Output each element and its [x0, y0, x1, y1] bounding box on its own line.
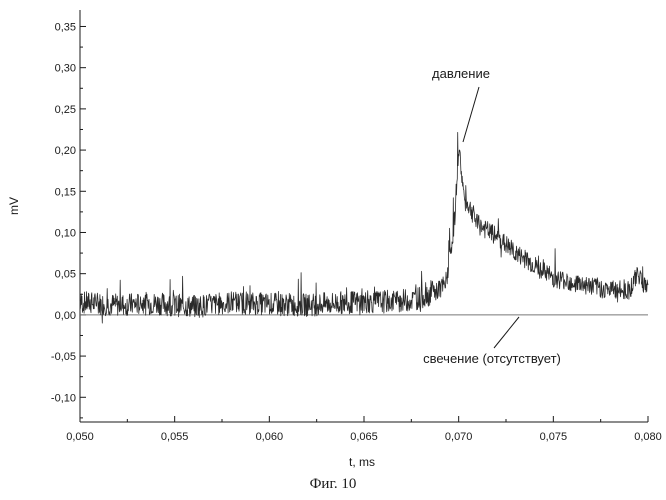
y-tick-label: 0,05: [55, 269, 76, 281]
y-tick-label: 0,20: [55, 145, 76, 157]
figure-caption: Фиг. 10: [0, 476, 666, 493]
y-axis-title: mV: [7, 197, 21, 215]
x-tick-label: 0,080: [634, 431, 662, 443]
annotation-pressure-pointer: [463, 87, 479, 142]
x-tick-label: 0,055: [161, 431, 189, 443]
annotation-pressure-label: давление: [432, 66, 490, 81]
x-tick-label: 0,065: [350, 431, 378, 443]
data-series: [80, 132, 648, 323]
x-axis-title: t, ms: [349, 455, 375, 469]
y-tick-label: -0,05: [51, 351, 76, 363]
y-tick-label: 0,10: [55, 227, 76, 239]
pressure-luminescence-chart: 0,050 0,055 0,060 0,065 0,070 0,075 0,080 0,35…: [0, 0, 666, 470]
annotation-luminescence-pointer: [494, 317, 519, 348]
y-tick-label: 0,30: [55, 63, 76, 75]
x-tick-label: 0,070: [445, 431, 473, 443]
chart-axes: [80, 10, 648, 422]
x-axis-ticks: 0,050 0,055 0,060 0,065 0,070 0,075 0,080: [66, 416, 662, 443]
x-tick-label: 0,075: [540, 431, 568, 443]
y-axis-ticks: 0,35 0,30 0,25 0,20 0,15 0,10 0,05 0,00 -0,05 -0,…: [51, 21, 86, 417]
y-tick-label: 0,00: [55, 310, 76, 322]
y-tick-label: 0,15: [55, 186, 76, 198]
y-tick-label: 0,25: [55, 104, 76, 116]
series-pressure-line: [80, 132, 648, 323]
x-tick-label: 0,050: [66, 431, 94, 443]
y-tick-label: 0,35: [55, 21, 76, 33]
y-tick-label: -0,10: [51, 392, 76, 404]
annotation-luminescence-label: свечение (отсутствует): [423, 351, 561, 366]
x-tick-label: 0,060: [256, 431, 284, 443]
